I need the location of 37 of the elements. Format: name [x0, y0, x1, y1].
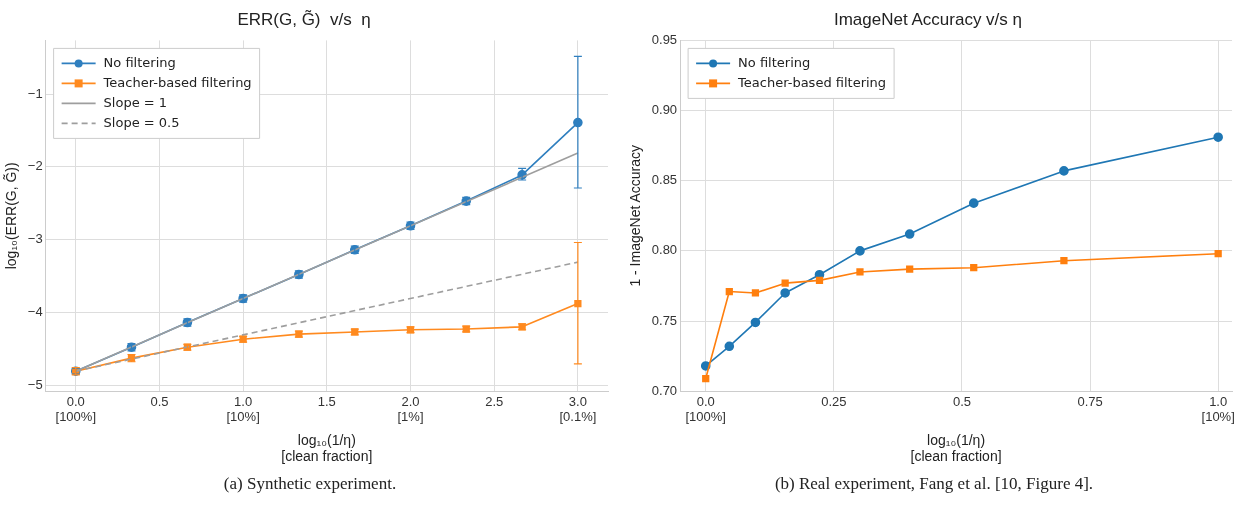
y-tick-label: 0.70 [651, 382, 678, 398]
y-axis-title: log₁₀(ERR(G, G̃)) [2, 162, 20, 270]
x-tick-label: 0.5 [952, 393, 971, 409]
x-axis-title: log₁₀(1/η) [clean fraction] [910, 431, 1002, 465]
x-tick-label: 3.0 [0.1%] [559, 393, 597, 425]
y-tick-label: −4 [27, 303, 43, 319]
y-tick-label: 0.90 [651, 102, 678, 118]
y-tick-label: −5 [27, 376, 43, 392]
x-tick-label: 0.0 [100%] [55, 393, 96, 425]
y-tick-label: 0.80 [651, 242, 678, 258]
y-tick-label: −1 [27, 85, 43, 101]
x-tick-label: 2.0 [1%] [397, 393, 424, 425]
y-tick-label: −3 [27, 231, 43, 247]
legend-label: Teacher-based filtering [102, 74, 252, 90]
legend-label: Slope = 0.5 [103, 114, 180, 130]
x-tick-label: 0.25 [821, 393, 847, 409]
x-tick-label: 2.5 [485, 393, 504, 409]
y-axis-title: 1 - ImageNet Accuracy [627, 144, 644, 287]
x-tick-label: 0.75 [1077, 393, 1103, 409]
legend-label: Teacher-based filtering [737, 74, 887, 90]
x-tick-label: 0.0 [100%] [685, 393, 726, 425]
y-tick-label: 0.75 [651, 312, 678, 328]
legend-label: No filtering [738, 54, 811, 70]
legend-label: No filtering [103, 54, 176, 70]
text: (a) Synthetic experiment. [222, 474, 398, 494]
y-tick-label: 0.95 [651, 31, 678, 47]
x-tick-label: 1.0 [10%] [226, 393, 260, 425]
chart-title: ImageNet Accuracy v/s η [833, 9, 1023, 29]
legend-label: Slope = 1 [103, 94, 168, 110]
y-tick-label: −2 [27, 158, 43, 174]
x-tick-label: 1.5 [317, 393, 336, 409]
y-tick-label: 0.85 [651, 172, 678, 188]
x-tick-label: 0.5 [150, 393, 169, 409]
chart-title: ERR(G, G̃) v/s η [237, 9, 371, 29]
x-tick-label: 1.0 [10%] [1201, 393, 1235, 425]
text: (b) Real experiment, Fang et al. [10, Figure 4]. [773, 474, 1095, 494]
x-axis-title: log₁₀(1/η) [clean fraction] [281, 431, 373, 465]
